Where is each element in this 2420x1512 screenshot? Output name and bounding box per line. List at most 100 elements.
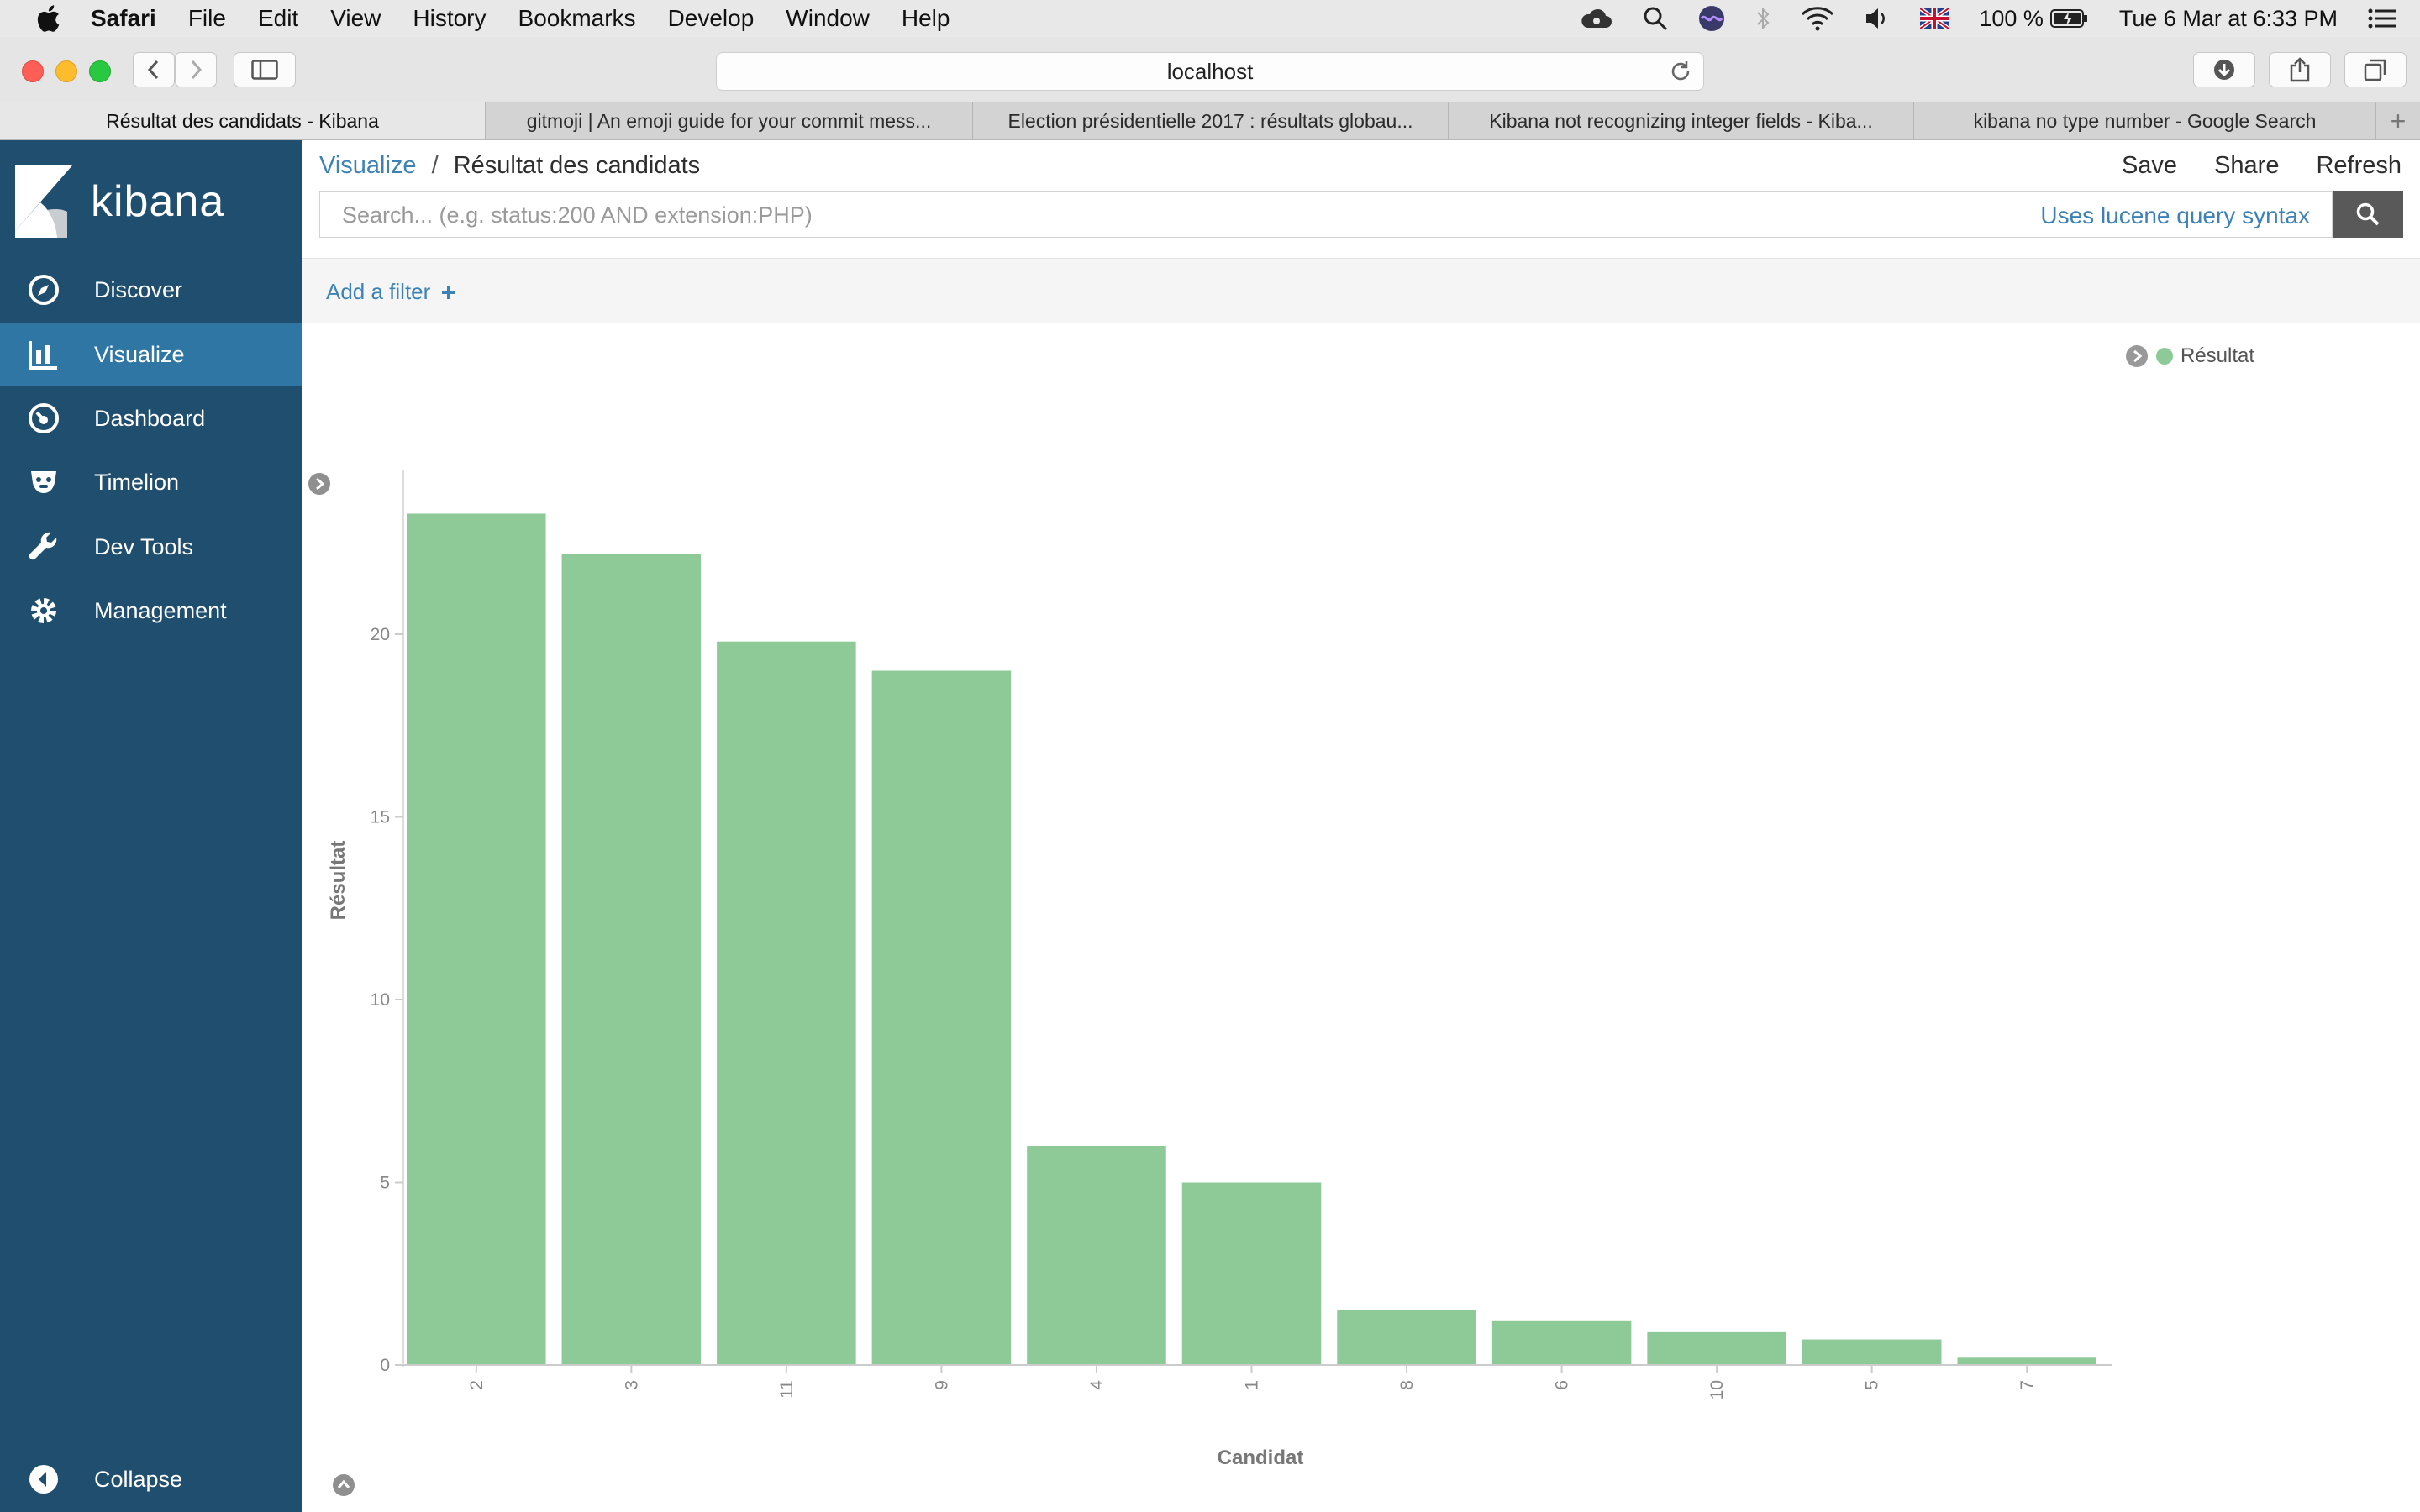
search-placeholder: Search... (e.g. status:200 AND extension… xyxy=(342,202,813,228)
menu-file[interactable]: File xyxy=(187,5,226,31)
notification-center-icon[interactable] xyxy=(2368,8,2396,29)
address-bar[interactable]: localhost xyxy=(716,52,1704,91)
query-search-input[interactable]: Search... (e.g. status:200 AND extension… xyxy=(319,191,2333,238)
siri-icon[interactable] xyxy=(1698,5,1725,32)
sidebar-item-management[interactable]: Management xyxy=(0,579,302,643)
browser-tab[interactable]: kibana no type number - Google Search xyxy=(1914,102,2376,139)
share-link-button[interactable]: Share xyxy=(2214,152,2280,179)
sidebar-item-dashboard[interactable]: Dashboard xyxy=(0,386,302,450)
share-icon xyxy=(2290,57,2310,82)
browser-tab[interactable]: Résultat des candidats - Kibana xyxy=(0,102,486,139)
menu-help[interactable]: Help xyxy=(901,5,950,31)
menu-window[interactable]: Window xyxy=(786,5,870,31)
lucene-syntax-link[interactable]: Uses lucene query syntax xyxy=(2040,202,2310,228)
add-filter-button[interactable]: Add a filter xyxy=(326,279,457,305)
sidebar-item-visualize[interactable]: Visualize xyxy=(0,323,302,386)
kibana-sidebar: kibana Discover Visualize Dashboard Time… xyxy=(0,140,302,1512)
bar[interactable] xyxy=(1337,1310,1476,1365)
download-icon xyxy=(2214,60,2234,80)
creative-cloud-icon[interactable] xyxy=(1579,8,1612,29)
sidebar-item-label: Discover xyxy=(94,276,183,302)
kibana-top-nav: Visualize / Résultat des candidats Save … xyxy=(302,140,2420,258)
y-axis: 0 5 10 15 20 xyxy=(371,470,404,1375)
breadcrumb-visualize-link[interactable]: Visualize xyxy=(319,152,417,179)
sidebar-collapse-button[interactable]: Collapse xyxy=(0,1447,302,1511)
kibana-logo-icon xyxy=(15,165,72,238)
bar[interactable] xyxy=(717,641,856,1365)
new-tab-button[interactable]: + xyxy=(2390,105,2407,136)
battery-percentage[interactable]: 100 % xyxy=(1979,5,2044,31)
legend-swatch[interactable] xyxy=(2156,348,2173,365)
breadcrumb-separator: / xyxy=(431,152,439,179)
sidebar-icon xyxy=(251,60,278,80)
spotlight-search-icon[interactable] xyxy=(1643,6,1668,31)
filter-bar: Add a filter xyxy=(302,258,2420,323)
window-zoom-button[interactable] xyxy=(89,60,111,82)
menu-app-name[interactable]: Safari xyxy=(91,5,156,31)
reload-icon[interactable] xyxy=(1670,60,1691,82)
legend-label[interactable]: Résultat xyxy=(2181,344,2255,367)
menu-develop[interactable]: Develop xyxy=(667,5,755,31)
address-bar-url: localhost xyxy=(1166,58,1254,84)
volume-icon[interactable] xyxy=(1865,7,1890,30)
sidebar-item-discover[interactable]: Discover xyxy=(0,258,302,322)
window-close-button[interactable] xyxy=(22,60,44,82)
wifi-icon[interactable] xyxy=(1801,6,1834,31)
bluetooth-icon[interactable] xyxy=(1755,6,1770,31)
sidebar-item-dev-tools[interactable]: Dev Tools xyxy=(0,515,302,579)
bar[interactable] xyxy=(1647,1331,1786,1365)
browser-tab-title: Kibana not recognizing integer fields - … xyxy=(1489,109,1873,132)
x-tick-label: 10 xyxy=(1707,1380,1727,1399)
dashboard-gauge-icon xyxy=(27,402,60,435)
sidebar-item-timelion[interactable]: Timelion xyxy=(0,450,302,514)
tab-overview-button[interactable] xyxy=(2344,52,2407,87)
sidebar-collapse-label: Collapse xyxy=(94,1466,183,1492)
browser-tab-title: Election présidentielle 2017 : résultats… xyxy=(1007,109,1413,132)
kibana-logo[interactable]: kibana xyxy=(15,165,224,238)
menu-history[interactable]: History xyxy=(413,5,487,31)
apple-logo-icon[interactable] xyxy=(35,4,60,33)
bar[interactable] xyxy=(1957,1357,2096,1365)
browser-tab[interactable]: gitmoji | An emoji guide for your commit… xyxy=(486,102,973,139)
timelion-bear-icon xyxy=(27,465,60,499)
x-tick-label: 8 xyxy=(1397,1380,1417,1390)
refresh-button[interactable]: Refresh xyxy=(2316,152,2402,179)
toggle-spy-panel-icon[interactable] xyxy=(333,1474,355,1496)
bar[interactable] xyxy=(1181,1182,1322,1366)
menu-bookmarks[interactable]: Bookmarks xyxy=(518,5,636,31)
bar[interactable] xyxy=(1802,1339,1942,1365)
bar[interactable] xyxy=(871,670,1012,1366)
browser-tab[interactable]: Election présidentielle 2017 : résultats… xyxy=(973,102,1449,139)
x-tick-label: 7 xyxy=(2018,1380,2037,1390)
browser-tab-bar: Résultat des candidats - Kibana gitmoji … xyxy=(0,102,2420,140)
save-button[interactable]: Save xyxy=(2121,152,2178,179)
toggle-editor-arrow-icon[interactable] xyxy=(308,473,330,495)
battery-icon[interactable] xyxy=(2049,8,2089,29)
menu-edit[interactable]: Edit xyxy=(257,5,299,31)
sidebar-item-label: Dashboard xyxy=(94,405,206,431)
wrench-icon xyxy=(27,530,60,564)
clock[interactable]: Tue 6 Mar at 6:33 PM xyxy=(2118,5,2338,31)
bar[interactable] xyxy=(561,554,702,1365)
browser-tab[interactable]: Kibana not recognizing integer fields - … xyxy=(1449,102,1914,139)
back-button[interactable] xyxy=(133,52,175,87)
sidebar-toggle-button[interactable] xyxy=(234,52,296,87)
bar-chart-icon xyxy=(27,338,60,371)
sidebar-item-label: Timelion xyxy=(94,469,180,495)
search-submit-button[interactable] xyxy=(2333,191,2403,238)
legend-toggle-icon[interactable] xyxy=(2126,345,2148,367)
bar[interactable] xyxy=(1027,1146,1166,1365)
uk-flag-input-icon[interactable] xyxy=(1920,8,1949,29)
x-tick-label: 4 xyxy=(1087,1380,1107,1390)
forward-button[interactable] xyxy=(175,52,217,87)
window-minimize-button[interactable] xyxy=(55,60,77,82)
x-tick-label: 1 xyxy=(1243,1380,1262,1390)
bar[interactable] xyxy=(407,513,546,1365)
menu-view[interactable]: View xyxy=(330,5,381,31)
macos-menu-bar: Safari File Edit View History Bookmarks … xyxy=(0,0,2420,37)
chevron-left-icon xyxy=(147,60,159,80)
downloads-button[interactable] xyxy=(2193,52,2255,87)
bar[interactable] xyxy=(1491,1320,1632,1365)
search-icon xyxy=(2356,202,2380,226)
share-button[interactable] xyxy=(2269,52,2331,87)
